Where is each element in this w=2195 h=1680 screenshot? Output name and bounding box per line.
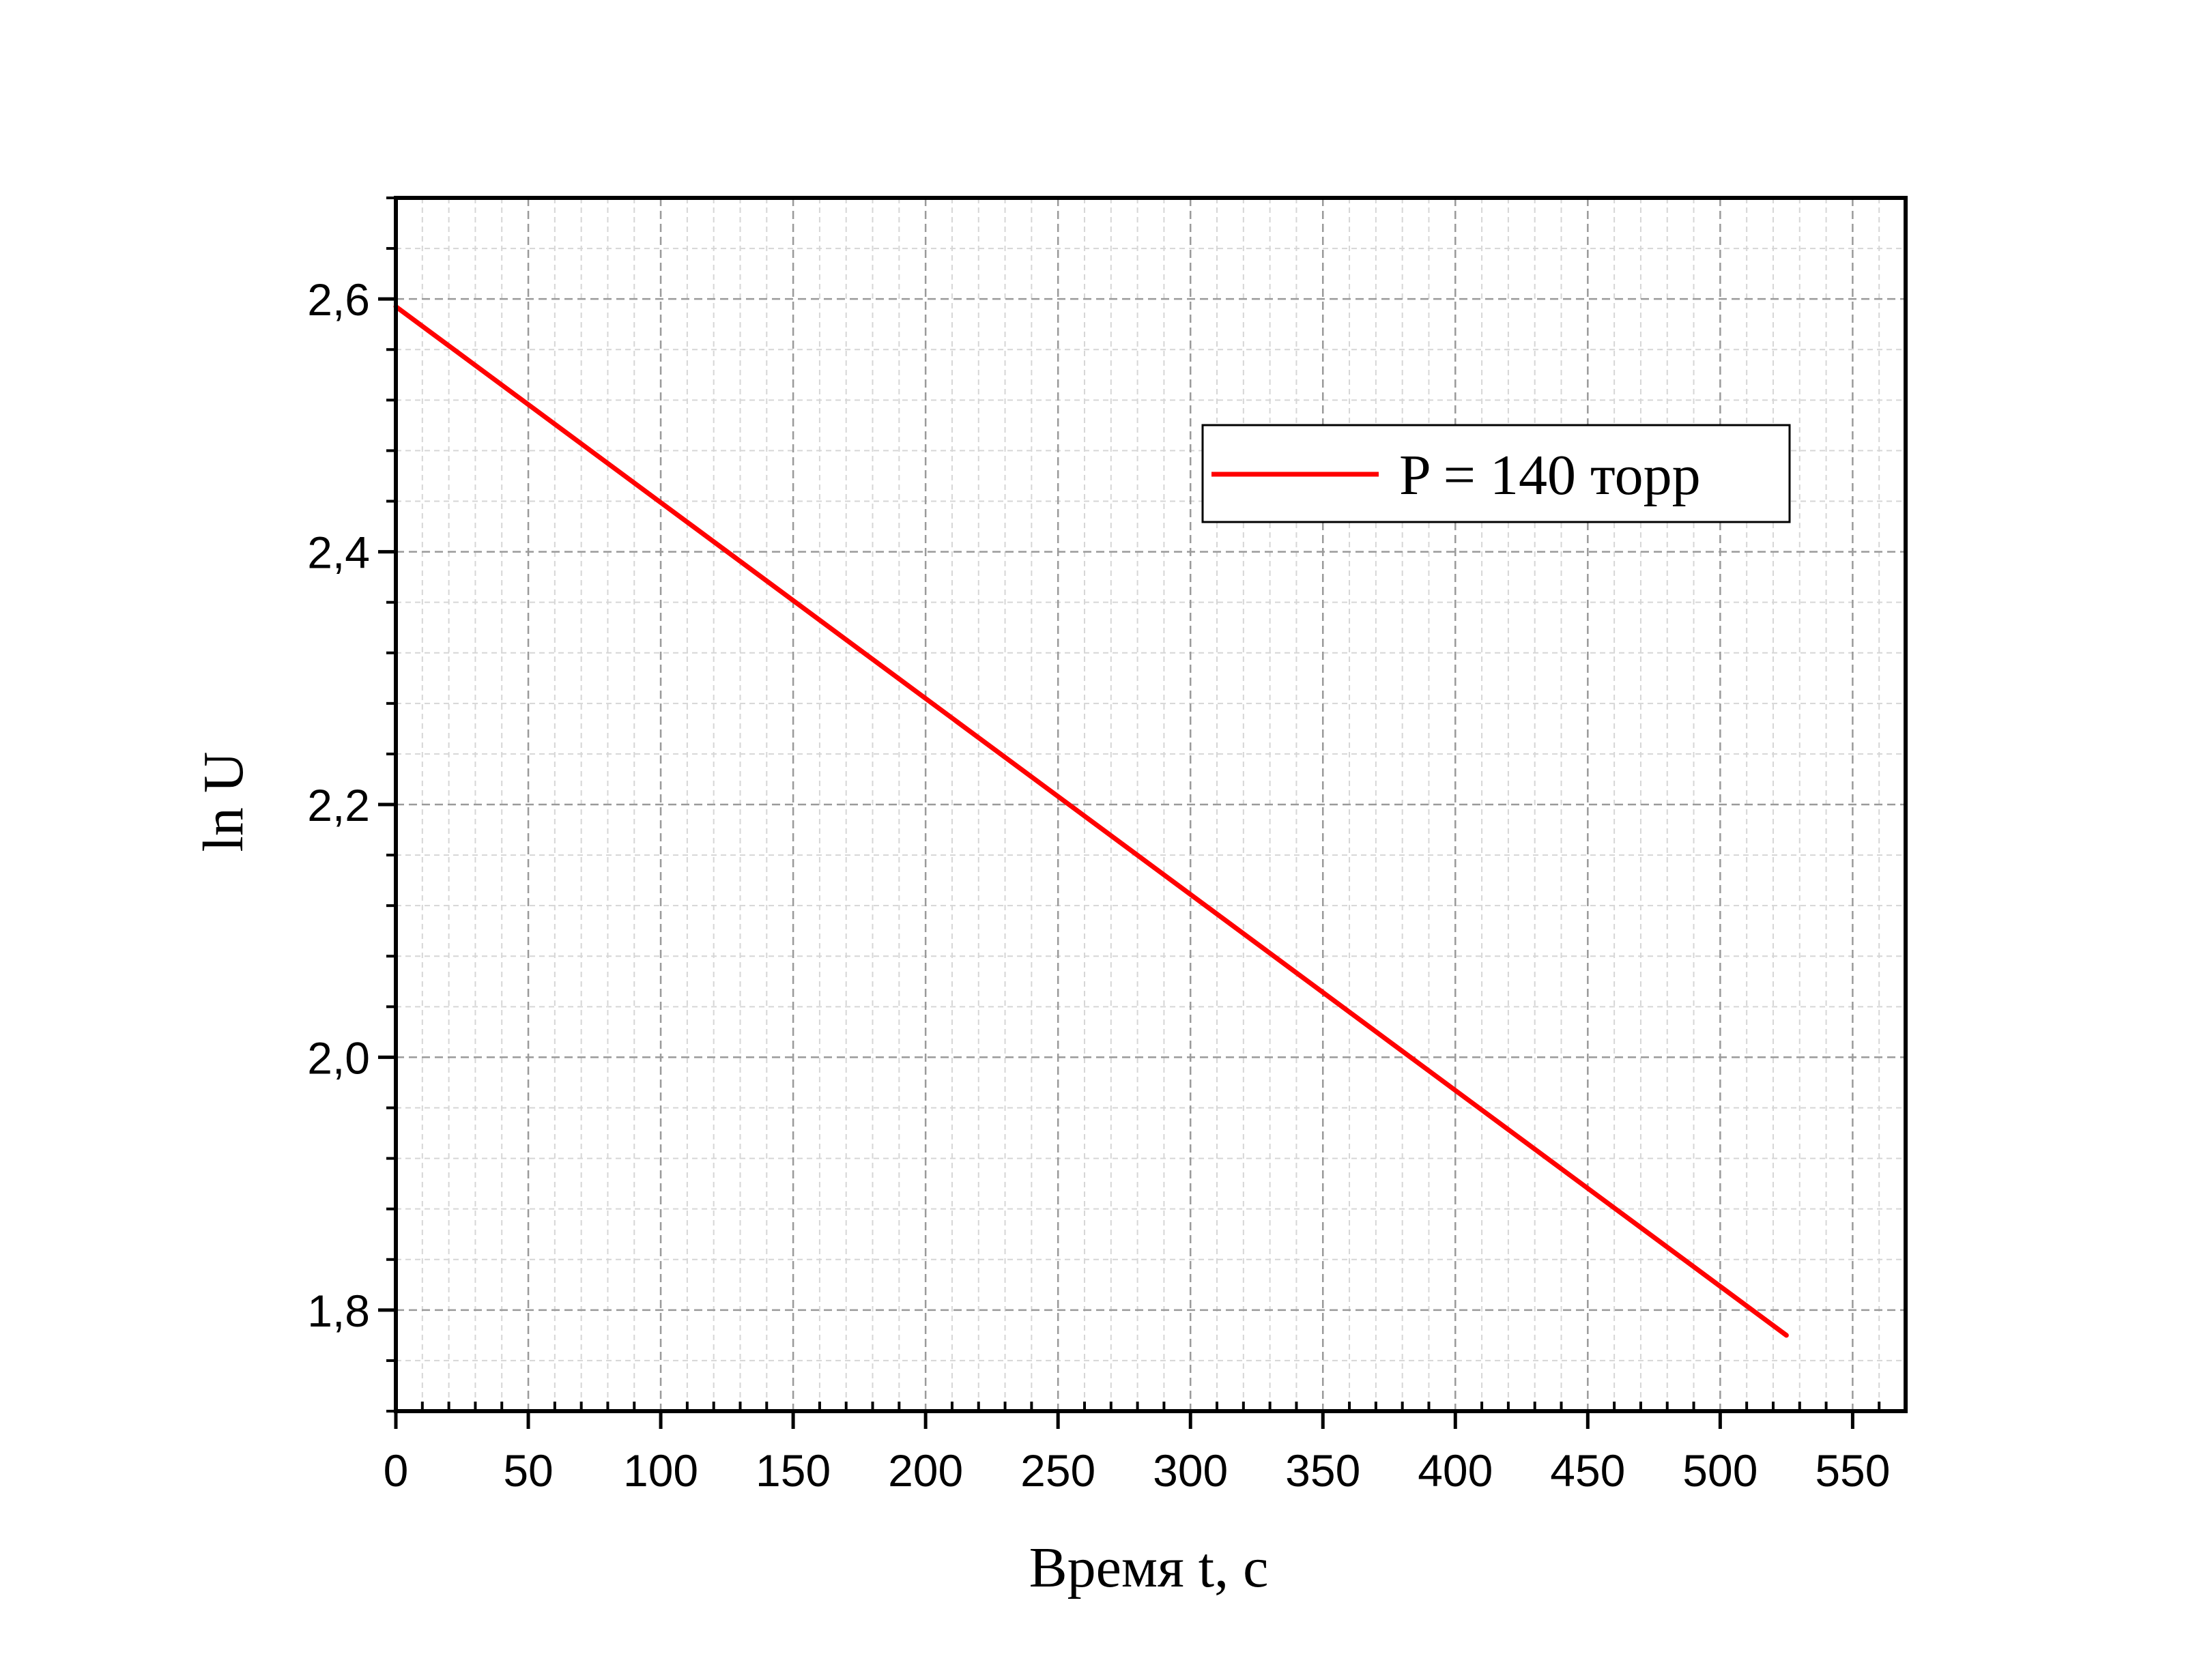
x-tick-label: 500 <box>1682 1445 1758 1496</box>
y-tick-label: 2,4 <box>307 527 370 578</box>
axis-ticks <box>378 197 1881 1429</box>
x-tick-label: 450 <box>1550 1445 1625 1496</box>
x-tick-labels: 0 50 100 150 200 250 300 350 400 450 500 550 <box>384 1445 1891 1496</box>
x-tick-label: 50 <box>503 1445 553 1496</box>
y-tick-label: 2,0 <box>307 1032 370 1083</box>
y-tick-label: 2,2 <box>307 780 370 830</box>
x-tick-label: 550 <box>1815 1445 1890 1496</box>
series-layer <box>393 304 1789 1338</box>
series-line <box>393 304 1789 1338</box>
x-tick-label: 150 <box>756 1445 831 1496</box>
legend-label: P = 140 торр <box>1399 444 1701 507</box>
x-axis-title: Время t, с <box>1029 1536 1269 1599</box>
y-axis-title: ln U <box>192 752 255 852</box>
x-tick-label: 100 <box>623 1445 698 1496</box>
y-tick-label: 2,6 <box>307 274 370 325</box>
x-tick-label: 350 <box>1285 1445 1360 1496</box>
y-tick-labels: 1,8 2,0 2,2 2,4 2,6 <box>307 274 370 1336</box>
y-tick-label: 1,8 <box>307 1286 370 1336</box>
x-tick-label: 400 <box>1418 1445 1493 1496</box>
x-tick-label: 200 <box>888 1445 963 1496</box>
x-tick-label: 300 <box>1153 1445 1228 1496</box>
legend: P = 140 торр <box>1201 424 1791 523</box>
x-tick-label: 250 <box>1020 1445 1095 1496</box>
x-tick-label: 0 <box>384 1445 409 1496</box>
major-grid <box>396 198 1906 1411</box>
